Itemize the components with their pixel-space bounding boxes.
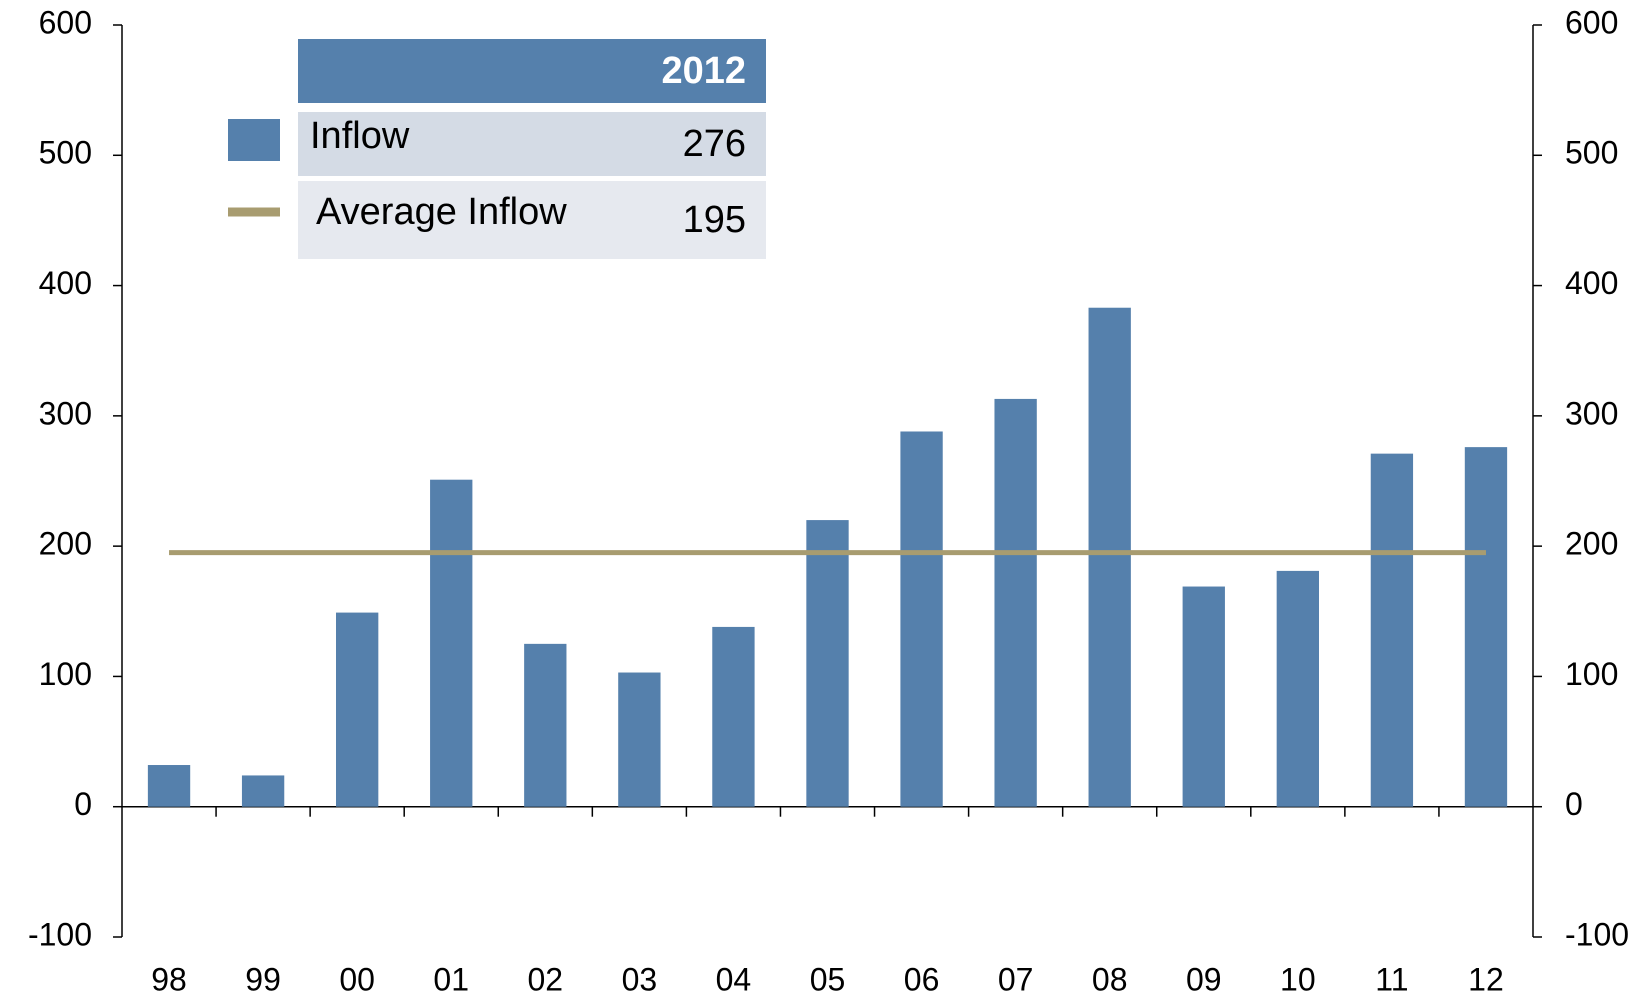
bar	[430, 479, 473, 807]
y-tick-label: 0	[74, 786, 92, 822]
bar	[1088, 307, 1131, 807]
y-tick-label: 200	[39, 526, 92, 562]
bar	[618, 672, 661, 807]
y2-tick-label: 100	[1565, 656, 1618, 692]
y2-tick-label: 0	[1565, 786, 1583, 822]
y-tick-label: -100	[28, 916, 92, 952]
x-tick-label: 04	[716, 961, 752, 997]
legend-value: 195	[683, 199, 746, 241]
y2-tick-label: 200	[1565, 526, 1618, 562]
x-tick-label: 02	[528, 961, 564, 997]
x-tick-label: 08	[1092, 961, 1128, 997]
x-tick-label: 00	[339, 961, 375, 997]
x-tick-label: 06	[904, 961, 940, 997]
bar	[241, 775, 285, 807]
x-tick-label: 11	[1375, 961, 1408, 997]
x-tick-label: 98	[151, 961, 187, 997]
bar	[1464, 447, 1508, 807]
x-tick-label: 09	[1186, 961, 1222, 997]
y2-tick-label: 500	[1565, 135, 1618, 171]
legend-label: Average Inflow	[316, 191, 567, 233]
legend-row-bg	[298, 181, 766, 259]
legend-swatch	[228, 119, 280, 161]
y-tick-label: 600	[39, 4, 92, 40]
bar	[1182, 586, 1225, 807]
bar	[147, 765, 191, 807]
bar	[1276, 570, 1319, 807]
legend-value: 276	[683, 123, 746, 165]
x-tick-label: 01	[433, 961, 469, 997]
legend-header: 2012	[661, 50, 746, 92]
x-tick-label: 10	[1280, 961, 1316, 997]
x-tick-label: 99	[245, 961, 281, 997]
y-tick-label: 500	[39, 135, 92, 171]
bar	[1370, 453, 1414, 807]
x-tick-label: 05	[810, 961, 846, 997]
bar	[712, 626, 755, 807]
y2-tick-label: 400	[1565, 265, 1618, 301]
y-tick-label: 300	[39, 395, 92, 431]
bar	[336, 612, 379, 807]
x-tick-label: 07	[998, 961, 1034, 997]
y2-tick-label: -100	[1565, 916, 1629, 952]
legend-row-bg	[298, 112, 766, 176]
legend-label: Inflow	[310, 115, 410, 157]
y-tick-label: 100	[39, 656, 92, 692]
y-tick-label: 400	[39, 265, 92, 301]
x-tick-label: 12	[1468, 961, 1504, 997]
y2-tick-label: 300	[1565, 395, 1618, 431]
bar	[524, 643, 567, 807]
bar	[994, 398, 1037, 807]
bar	[900, 431, 943, 807]
y2-tick-label: 600	[1565, 4, 1618, 40]
legend-header-bg	[298, 39, 766, 103]
x-tick-label: 03	[622, 961, 658, 997]
bar	[806, 520, 849, 807]
